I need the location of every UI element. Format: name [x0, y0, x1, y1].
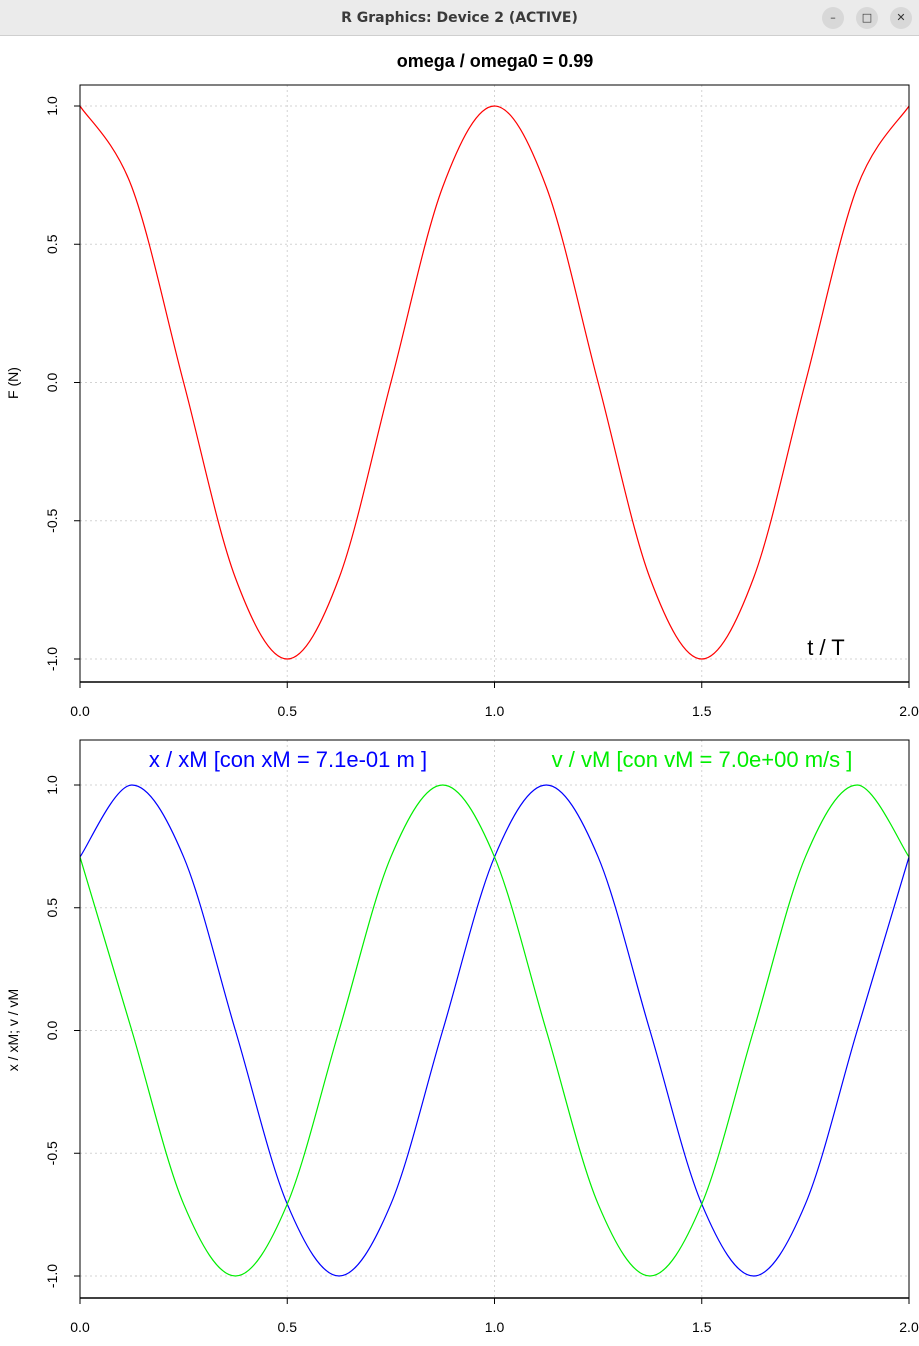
y-tick-label: -1.0 [44, 647, 60, 671]
x-tick-label: 1.0 [485, 703, 505, 719]
x-tick-label: 0.0 [70, 703, 90, 719]
x-tick-label: 0.5 [278, 703, 298, 719]
y-tick-label: -1.0 [44, 1264, 60, 1288]
y-tick-label: 0.0 [44, 373, 60, 393]
minimize-button[interactable]: – [822, 7, 844, 29]
minimize-icon: – [830, 11, 836, 24]
maximize-icon: □ [861, 11, 873, 24]
xv-plot-series [79, 784, 910, 1277]
force-plot-frame [79, 84, 910, 683]
close-icon: ✕ [896, 11, 906, 24]
plot-canvas: 0.0 0.5 1.0 1.5 2.0 -1.0 -0.5 0.0 0.5 1.0 omega /… [5, 51, 919, 1335]
x-tick-label: 0.0 [70, 1319, 90, 1335]
window-titlebar: R Graphics: Device 2 (ACTIVE) – □ ✕ [0, 0, 919, 36]
maximize-button[interactable]: □ [856, 7, 878, 29]
series-line-0-0 [79, 105, 910, 660]
legend-v-label: v / vM [con vM = 7.0e+00 m/s ] [552, 747, 853, 772]
force-plot: 0.0 0.5 1.0 1.5 2.0 -1.0 -0.5 0.0 0.5 1.0 omega /… [5, 51, 919, 719]
close-button[interactable]: ✕ [890, 7, 912, 29]
y-tick-label: 0.0 [44, 1021, 60, 1041]
plot-frame [79, 84, 910, 683]
x-tick-label: 1.0 [485, 1319, 505, 1335]
y-axis-label-2: x / xM; v / vM [5, 989, 21, 1071]
x-tick-label: 1.5 [692, 703, 712, 719]
window-title: R Graphics: Device 2 (ACTIVE) [341, 10, 578, 26]
y-tick-label: 1.0 [44, 96, 60, 116]
y-tick-label: 0.5 [44, 898, 60, 918]
x-tick-label: 2.0 [899, 703, 919, 719]
legend-x-label: x / xM [con xM = 7.1e-01 m ] [149, 747, 427, 772]
y-tick-label: 0.5 [44, 234, 60, 254]
displacement-velocity-plot: 0.0 0.5 1.0 1.5 2.0 -1.0 -0.5 0.0 0.5 1.0 x / xM;… [5, 739, 919, 1335]
force-plot-ticks: 0.0 0.5 1.0 1.5 2.0 -1.0 -0.5 0.0 0.5 1.0 [44, 96, 919, 719]
xv-plot-ticks: 0.0 0.5 1.0 1.5 2.0 -1.0 -0.5 0.0 0.5 1.0 [44, 775, 919, 1335]
force-plot-grid [79, 85, 910, 682]
xv-plot-grid [79, 740, 910, 1298]
y-tick-label: -0.5 [44, 1141, 60, 1165]
y-tick-label: 1.0 [44, 775, 60, 795]
t-over-T-annotation: t / T [807, 635, 845, 660]
x-tick-label: 1.5 [692, 1319, 712, 1335]
x-tick-label: 2.0 [899, 1319, 919, 1335]
force-plot-series [79, 105, 910, 660]
y-tick-label: -0.5 [44, 508, 60, 532]
series-line-1-1 [79, 784, 910, 1277]
plot-frame [79, 739, 910, 1299]
y-axis-label: F (N) [5, 367, 21, 399]
xv-plot-frame [79, 739, 910, 1299]
x-tick-label: 0.5 [278, 1319, 298, 1335]
chart-title: omega / omega0 = 0.99 [397, 51, 594, 71]
